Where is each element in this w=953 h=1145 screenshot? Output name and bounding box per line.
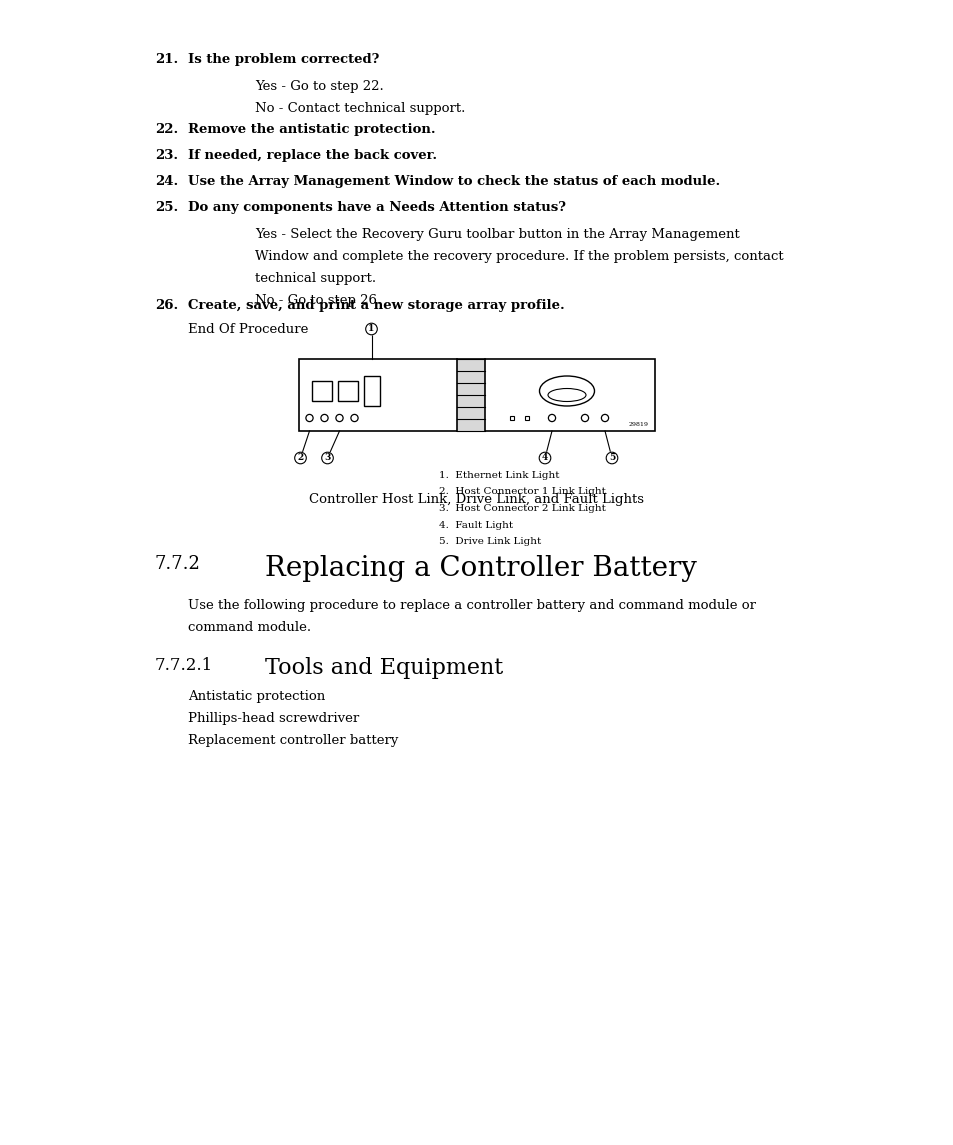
Text: 4.  Fault Light: 4. Fault Light [438, 521, 513, 529]
Text: Controller Host Link, Drive Link, and Fault Lights: Controller Host Link, Drive Link, and Fa… [309, 493, 644, 506]
Text: 24.: 24. [154, 175, 178, 188]
Text: 1.  Ethernet Link Light: 1. Ethernet Link Light [438, 471, 558, 480]
Text: 7.7.2.1: 7.7.2.1 [154, 657, 213, 674]
Text: Yes - Select the Recovery Guru toolbar button in the Array Management: Yes - Select the Recovery Guru toolbar b… [254, 228, 739, 240]
Text: End Of Procedure: End Of Procedure [188, 323, 308, 335]
FancyBboxPatch shape [337, 381, 357, 401]
Text: Window and complete the recovery procedure. If the problem persists, contact: Window and complete the recovery procedu… [254, 250, 782, 263]
Text: 7.7.2: 7.7.2 [154, 555, 201, 572]
Circle shape [605, 452, 618, 464]
Text: Antistatic protection: Antistatic protection [188, 690, 325, 703]
Text: Use the Array Management Window to check the status of each module.: Use the Array Management Window to check… [188, 175, 720, 188]
Text: 29819: 29819 [628, 423, 648, 427]
Text: Use the following procedure to replace a controller battery and command module o: Use the following procedure to replace a… [188, 599, 755, 611]
Text: No - Go to step 26.: No - Go to step 26. [254, 294, 381, 307]
Text: 5: 5 [608, 453, 615, 463]
Text: 25.: 25. [154, 202, 178, 214]
Text: 21.: 21. [154, 53, 178, 66]
Circle shape [294, 452, 306, 464]
Circle shape [365, 323, 376, 334]
Text: 3.  Host Connector 2 Link Light: 3. Host Connector 2 Link Light [438, 504, 605, 513]
Text: 5.  Drive Link Light: 5. Drive Link Light [438, 537, 540, 546]
Text: Replacement controller battery: Replacement controller battery [188, 734, 398, 747]
Text: 1: 1 [368, 324, 375, 333]
Text: 3: 3 [324, 453, 331, 463]
Text: No - Contact technical support.: No - Contact technical support. [254, 102, 465, 115]
Text: 23.: 23. [154, 149, 178, 161]
FancyBboxPatch shape [312, 381, 331, 401]
Text: Remove the antistatic protection.: Remove the antistatic protection. [188, 123, 436, 136]
Text: Replacing a Controller Battery: Replacing a Controller Battery [265, 555, 696, 582]
Text: 2: 2 [297, 453, 303, 463]
Text: Tools and Equipment: Tools and Equipment [265, 657, 503, 679]
Text: 2.  Host Connector 1 Link Light: 2. Host Connector 1 Link Light [438, 488, 605, 497]
Text: 22.: 22. [154, 123, 178, 136]
Ellipse shape [539, 376, 594, 406]
FancyBboxPatch shape [363, 376, 379, 406]
Text: 26.: 26. [154, 299, 178, 311]
Text: Is the problem corrected?: Is the problem corrected? [188, 53, 379, 66]
Text: technical support.: technical support. [254, 273, 375, 285]
Text: Create, save, and print a new storage array profile.: Create, save, and print a new storage ar… [188, 299, 564, 311]
Text: Yes - Go to step 22.: Yes - Go to step 22. [254, 80, 383, 93]
Circle shape [538, 452, 550, 464]
Text: command module.: command module. [188, 621, 311, 634]
Circle shape [321, 452, 333, 464]
Text: Phillips-head screwdriver: Phillips-head screwdriver [188, 712, 359, 725]
FancyBboxPatch shape [456, 360, 484, 431]
Text: 4: 4 [541, 453, 548, 463]
Text: Do any components have a Needs Attention status?: Do any components have a Needs Attention… [188, 202, 565, 214]
Text: If needed, replace the back cover.: If needed, replace the back cover. [188, 149, 436, 161]
Ellipse shape [547, 388, 585, 402]
FancyBboxPatch shape [299, 360, 654, 431]
